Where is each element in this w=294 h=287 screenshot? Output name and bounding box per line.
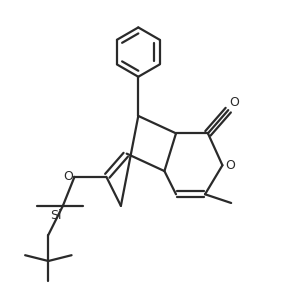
Text: Si: Si: [50, 209, 61, 222]
Text: O: O: [225, 159, 235, 172]
Text: O: O: [230, 96, 240, 109]
Text: O: O: [63, 170, 73, 183]
